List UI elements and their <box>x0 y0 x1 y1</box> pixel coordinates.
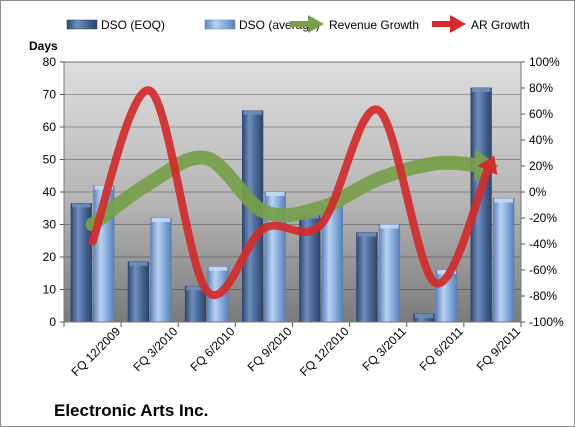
bar-dso-average <box>493 198 515 323</box>
y-axis-title: Days <box>29 39 58 53</box>
y2-tick-label: -80% <box>529 289 557 303</box>
y-tick-label: 10 <box>43 283 57 297</box>
legend-label-revenue-growth: Revenue Growth <box>329 18 419 32</box>
y2-tick-label: 100% <box>529 55 560 69</box>
legend: DSO (EOQ) DSO (average) Revenue Growth A… <box>66 15 530 33</box>
bar-cap-dso-average <box>208 266 228 271</box>
legend-label-dso-eoq: DSO (EOQ) <box>101 18 165 32</box>
y-tick-label: 40 <box>43 185 57 199</box>
y-tick-label: 30 <box>43 218 57 232</box>
y2-tick-label: -20% <box>529 211 557 225</box>
bar-cap-dso-eoq <box>357 232 377 237</box>
y2-tick-label: 60% <box>529 107 553 121</box>
bar-cap-dso-average <box>151 218 171 222</box>
y-tick-label: 50 <box>43 153 57 167</box>
y2-tick-label: 80% <box>529 81 553 95</box>
legend-swatch-dso-average <box>204 19 236 30</box>
bar-dso-eoq <box>127 261 150 323</box>
chart-title: Electronic Arts Inc. <box>54 401 208 420</box>
y2-tick-label: 0% <box>529 185 547 199</box>
y2-tick-label: -40% <box>529 237 557 251</box>
legend-label-ar-growth: AR Growth <box>471 18 530 32</box>
bar-cap-dso-average <box>265 192 285 196</box>
bar-cap-dso-eoq <box>243 110 262 115</box>
bar-cap-dso-average <box>380 224 399 229</box>
y2-tick-label: -60% <box>529 263 557 277</box>
growth-lines <box>85 86 499 299</box>
legend-swatch-dso-eoq <box>66 19 98 30</box>
y-tick-label: 20 <box>43 250 57 264</box>
y-tick-label: 60 <box>43 120 57 134</box>
y2-tick-label: -100% <box>529 315 564 329</box>
y-tick-label: 0 <box>49 315 56 329</box>
legend-swatch-revenue-growth <box>290 15 324 33</box>
bar-dso-average <box>378 224 401 323</box>
bar-dso-average <box>150 217 172 323</box>
bar-cap-dso-eoq <box>471 88 491 92</box>
bar-cap-dso-eoq <box>129 261 148 266</box>
y2-tick-label: 20% <box>529 159 553 173</box>
y-tick-label: 80 <box>43 55 57 69</box>
y-tick-label: 70 <box>43 88 57 102</box>
bar-cap-dso-eoq <box>186 286 205 291</box>
bars <box>70 87 515 323</box>
bar-cap-dso-eoq <box>414 313 434 318</box>
bar-dso-eoq <box>356 232 378 323</box>
line-ar-growth <box>88 86 493 299</box>
y2-tick-label: 40% <box>529 133 553 147</box>
bar-cap-dso-eoq <box>71 203 91 208</box>
bar-cap-dso-average <box>494 198 514 203</box>
legend-swatch-ar-growth <box>432 15 466 33</box>
line-revenue-growth <box>85 150 486 232</box>
arrowhead-ar-growth <box>477 155 498 176</box>
